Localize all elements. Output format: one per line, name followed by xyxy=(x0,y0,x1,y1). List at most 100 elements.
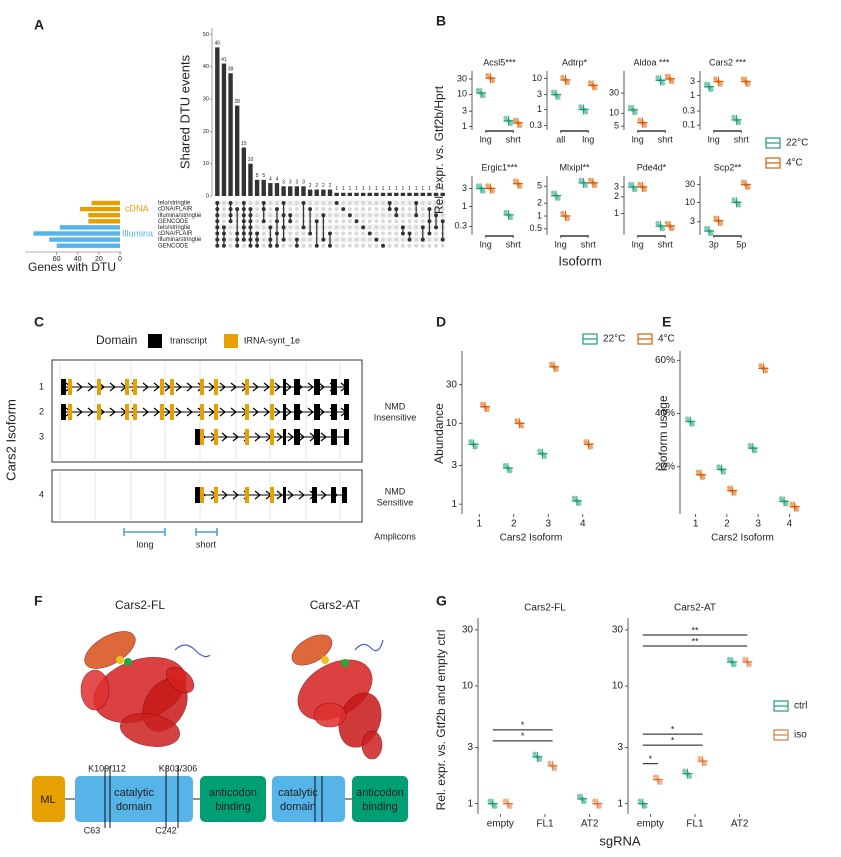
site-label: C63 xyxy=(84,825,101,835)
point xyxy=(512,117,518,123)
point xyxy=(709,231,714,237)
point xyxy=(578,104,583,109)
x-tick-label: FL1 xyxy=(536,819,554,830)
exon xyxy=(68,404,72,420)
point xyxy=(642,123,648,128)
point xyxy=(747,662,752,668)
point xyxy=(593,86,598,91)
bar xyxy=(440,192,445,196)
matrix-dot xyxy=(400,213,405,218)
matrix-dot xyxy=(361,243,366,248)
set-label: Illumina/stringtie xyxy=(158,237,202,243)
legend-key xyxy=(224,334,238,348)
matrix-dot xyxy=(281,243,286,248)
bar-label: 1 xyxy=(441,186,444,192)
matrix-dot xyxy=(308,237,313,242)
point xyxy=(685,416,690,421)
bar xyxy=(367,192,372,196)
x-tick-label: FL1 xyxy=(686,819,704,830)
bar xyxy=(354,192,359,196)
matrix-dot xyxy=(440,201,445,205)
matrix-dot xyxy=(354,207,359,212)
matrix-dot xyxy=(334,231,339,236)
matrix-dot xyxy=(374,237,379,242)
point xyxy=(713,76,718,81)
point xyxy=(747,442,753,448)
matrix-dot xyxy=(367,219,372,224)
point xyxy=(583,439,588,444)
point xyxy=(753,448,758,454)
matrix-dot xyxy=(321,243,326,248)
point xyxy=(627,104,633,110)
matrix-dot xyxy=(288,231,293,236)
bar xyxy=(268,183,273,196)
y-tick-label: 3 xyxy=(462,183,467,193)
matrix-dot xyxy=(328,225,332,230)
point xyxy=(726,656,732,662)
bar xyxy=(314,189,319,196)
matrix-dot xyxy=(367,237,372,242)
y-axis-title: Isoform usage xyxy=(656,395,670,471)
exon xyxy=(331,379,337,395)
y-tick-label: 0 xyxy=(206,193,209,199)
x-tick-label: shrt xyxy=(734,134,750,144)
bar-label: 1 xyxy=(355,186,358,192)
panel-label: C xyxy=(34,314,44,330)
matrix-dot xyxy=(314,207,319,212)
matrix-dot xyxy=(361,201,366,205)
matrix-dot xyxy=(374,225,379,230)
matrix-dot xyxy=(347,237,352,242)
matrix-dot xyxy=(341,219,346,224)
matrix-dot xyxy=(381,219,386,224)
point xyxy=(703,81,709,86)
bar-label: 3 xyxy=(282,180,285,186)
matrix-dot xyxy=(294,219,299,224)
x-tick-label: shrt xyxy=(658,134,674,144)
matrix-dot xyxy=(314,201,319,205)
point xyxy=(746,185,751,190)
strand-arrow xyxy=(87,382,94,392)
exon xyxy=(245,379,249,395)
point xyxy=(652,774,658,779)
matrix-dot xyxy=(341,201,346,205)
matrix-dot xyxy=(367,201,372,205)
matrix-dot xyxy=(228,237,233,242)
point xyxy=(518,123,523,129)
exon xyxy=(312,487,317,503)
matrix-dot xyxy=(241,243,246,248)
point xyxy=(587,177,593,183)
matrix-dot xyxy=(294,231,299,236)
isoform-label: 2 xyxy=(39,406,44,416)
matrix-dot xyxy=(427,201,432,205)
matrix-dot xyxy=(321,207,326,212)
bar-label: 1 xyxy=(382,186,385,192)
sig-label: * xyxy=(649,754,653,764)
legend-label: 22°C xyxy=(786,138,808,149)
strand-arrow xyxy=(318,407,325,417)
x-tick-label: all xyxy=(556,134,565,144)
matrix-dot xyxy=(381,207,386,212)
y-tick-label: 0.3 xyxy=(454,221,467,231)
site-label: K109/112 xyxy=(88,763,126,773)
legend-label: 4°C xyxy=(786,158,803,169)
x-axis-title: Cars2 Isoform xyxy=(711,533,774,544)
matrix-dot xyxy=(308,201,313,205)
bar-label: 1 xyxy=(362,186,365,192)
strand-arrow xyxy=(76,382,83,392)
site-line xyxy=(314,776,323,822)
amplicon xyxy=(195,528,218,536)
point xyxy=(637,117,642,122)
point xyxy=(481,189,486,194)
exon xyxy=(344,429,349,445)
point xyxy=(475,87,481,93)
y-tick-label: 5 xyxy=(537,181,542,191)
matrix-dot xyxy=(314,213,319,218)
y-tick-label: 3 xyxy=(537,89,542,99)
matrix-dot xyxy=(294,207,299,212)
bar xyxy=(221,63,227,197)
strand-arrow xyxy=(175,382,182,392)
matrix-dot xyxy=(288,201,293,205)
point xyxy=(742,656,747,662)
strand-arrow xyxy=(287,432,294,442)
